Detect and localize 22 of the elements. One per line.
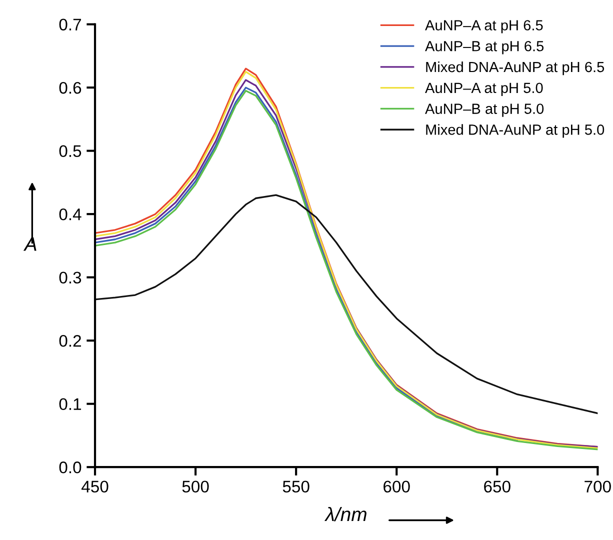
x-tick-label: 550 [282, 480, 310, 493]
legend-label: AuNP–A at pH 6.5 [425, 20, 543, 34]
x-tick-label: 500 [182, 480, 209, 493]
y-tick-label: 0.7 [59, 18, 81, 31]
y-tick-label: 0.6 [59, 82, 82, 94]
line-series [95, 194, 598, 414]
legend-label: Mixed DNA-AuNP at pH 6.5 [426, 61, 604, 76]
legend-label: AuNP–B at pH 6.5 [425, 40, 544, 54]
x-axis-title: λ/nm [324, 506, 366, 522]
x-tick-label: 450 [81, 480, 108, 493]
y-tick-label: 0.2 [59, 334, 81, 347]
y-tick-label: 0.1 [59, 398, 82, 410]
y-tick-label: 0.0 [59, 462, 82, 474]
y-tick-label: 0.5 [59, 145, 82, 158]
legend-label: Mixed DNA-AuNP at pH 5.0 [426, 124, 604, 138]
legend-label: AuNP–B at pH 5.0 [425, 104, 544, 117]
x-tick-label: 600 [384, 480, 410, 493]
legend-label: AuNP–A at pH 5.0 [425, 82, 543, 96]
y-tick-label: 0.3 [59, 272, 82, 284]
y-tick-label: 0.4 [59, 208, 82, 220]
x-tick-label: 700 [584, 480, 611, 493]
x-tick-label: 650 [484, 480, 510, 493]
